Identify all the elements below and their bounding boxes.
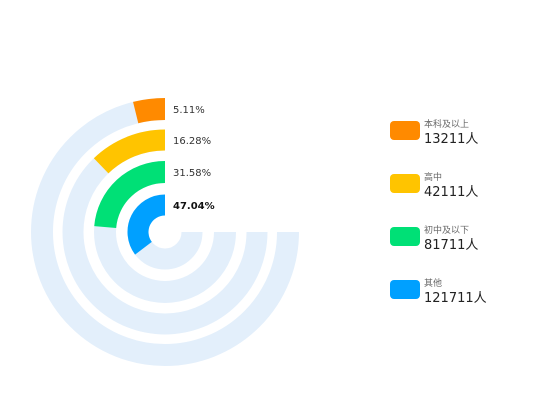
legend-label: 高中 — [424, 173, 443, 183]
percent-label: 5.11% — [173, 105, 205, 116]
legend-swatch — [390, 174, 420, 193]
percent-label: 16.28% — [173, 136, 211, 147]
ring-bar[interactable] — [133, 98, 166, 124]
legend-count: 121711人 — [424, 291, 487, 306]
percent-label: 31.58% — [173, 168, 211, 179]
track-group — [31, 98, 299, 366]
legend: 本科及以上 13211人 高中 42111人 初中及以下 81711人 其他 1… — [390, 0, 540, 420]
ring-bar[interactable] — [94, 161, 166, 229]
legend-swatch — [390, 280, 420, 299]
legend-item-other[interactable]: 其他 121711人 — [390, 274, 540, 314]
ring-bar[interactable] — [127, 194, 166, 255]
legend-item-highschool[interactable]: 高中 42111人 — [390, 168, 540, 208]
bar-group — [93, 98, 166, 255]
legend-label: 本科及以上 — [424, 120, 470, 130]
legend-swatch — [390, 121, 420, 140]
radial-bar-chart: 5.11% 16.28% 31.58% 47.04% — [31, 98, 299, 366]
legend-label: 其他 — [424, 279, 443, 289]
legend-count: 13211人 — [424, 132, 479, 147]
legend-item-bachelor[interactable]: 本科及以上 13211人 — [390, 115, 540, 155]
legend-swatch — [390, 227, 420, 246]
percent-label: 47.04% — [173, 201, 215, 212]
legend-count: 42111人 — [424, 185, 479, 200]
percent-label-group: 5.11% 16.28% 31.58% 47.04% — [173, 105, 215, 212]
ring-track — [31, 98, 299, 366]
legend-label: 初中及以下 — [424, 226, 470, 236]
legend-count: 81711人 — [424, 238, 479, 253]
ring-bar[interactable] — [93, 129, 166, 174]
legend-item-middleschool[interactable]: 初中及以下 81711人 — [390, 221, 540, 261]
